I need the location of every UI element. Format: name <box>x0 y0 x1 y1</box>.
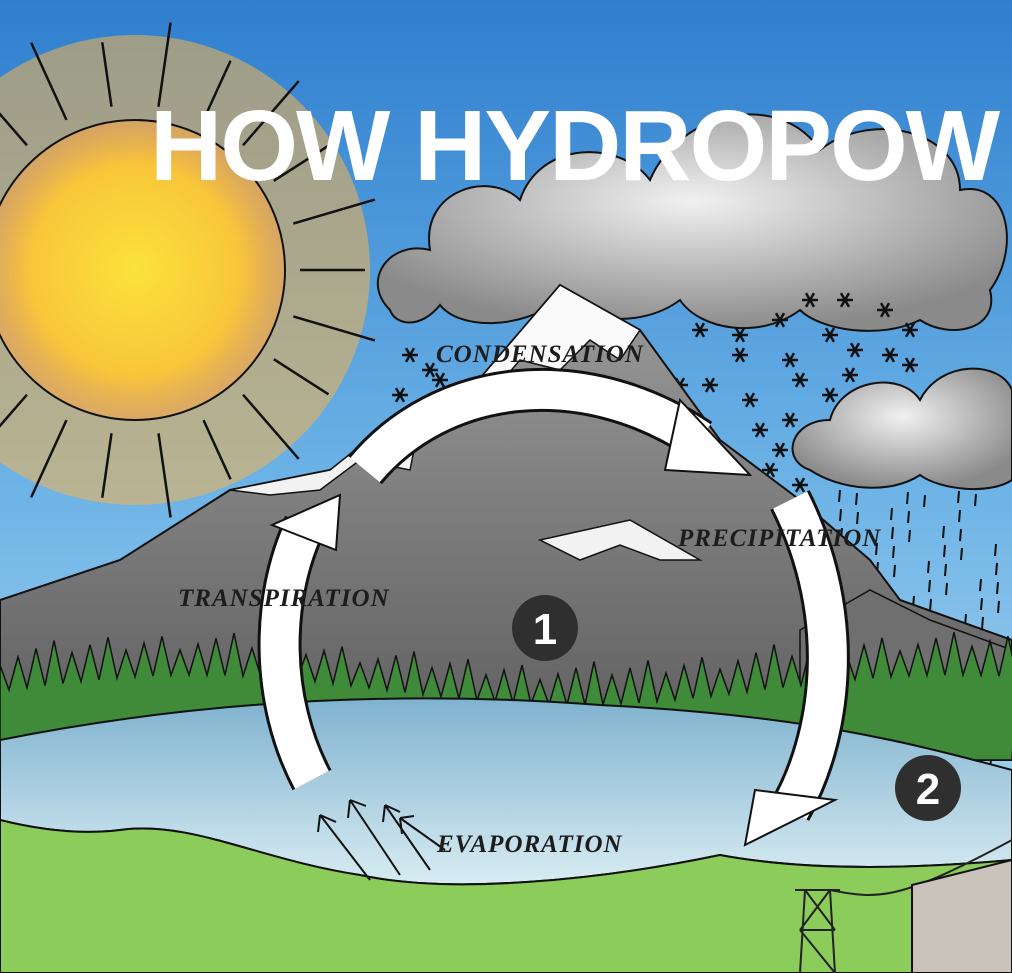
raindrop <box>975 494 976 506</box>
label-evaporation: EVAPORATION <box>436 831 623 858</box>
raindrop <box>982 617 983 629</box>
raindrop <box>929 580 930 592</box>
raindrop <box>959 510 960 522</box>
raindrop <box>892 527 893 539</box>
marker-number: 2 <box>916 765 940 814</box>
illustration: HOW HYDROPOW CONDENSATION PRECIPITATION … <box>0 0 1012 973</box>
raindrop <box>908 511 909 523</box>
label-transpiration: TRANSPIRATION <box>178 585 390 612</box>
raindrop <box>928 561 929 573</box>
raindrop <box>839 490 840 502</box>
raindrop <box>943 526 944 538</box>
raindrop <box>840 509 841 521</box>
raindrop <box>997 582 998 594</box>
raindrop <box>893 546 894 558</box>
raindrop <box>996 563 997 575</box>
raindrop <box>891 508 892 520</box>
raindrop <box>998 601 999 613</box>
label-condensation: CONDENSATION <box>436 341 644 368</box>
title: HOW HYDROPOW <box>150 90 1001 202</box>
label-precipitation: PRECIPITATION <box>677 525 881 552</box>
raindrop <box>924 495 925 507</box>
raindrop <box>980 579 981 591</box>
raindrop <box>909 530 910 542</box>
marker-number: 1 <box>533 605 557 654</box>
raindrop <box>930 599 931 611</box>
raindrop <box>995 544 996 556</box>
raindrop <box>945 564 946 576</box>
raindrop <box>958 491 959 503</box>
raindrop <box>856 493 857 505</box>
page: HOW HYDROPOW CONDENSATION PRECIPITATION … <box>0 0 1012 973</box>
raindrop <box>961 548 962 560</box>
raindrop <box>907 492 908 504</box>
raindrop <box>946 583 947 595</box>
raindrop <box>857 512 858 524</box>
raindrop <box>894 565 895 577</box>
raindrop <box>981 598 982 610</box>
raindrop <box>960 529 961 541</box>
raindrop <box>944 545 945 557</box>
